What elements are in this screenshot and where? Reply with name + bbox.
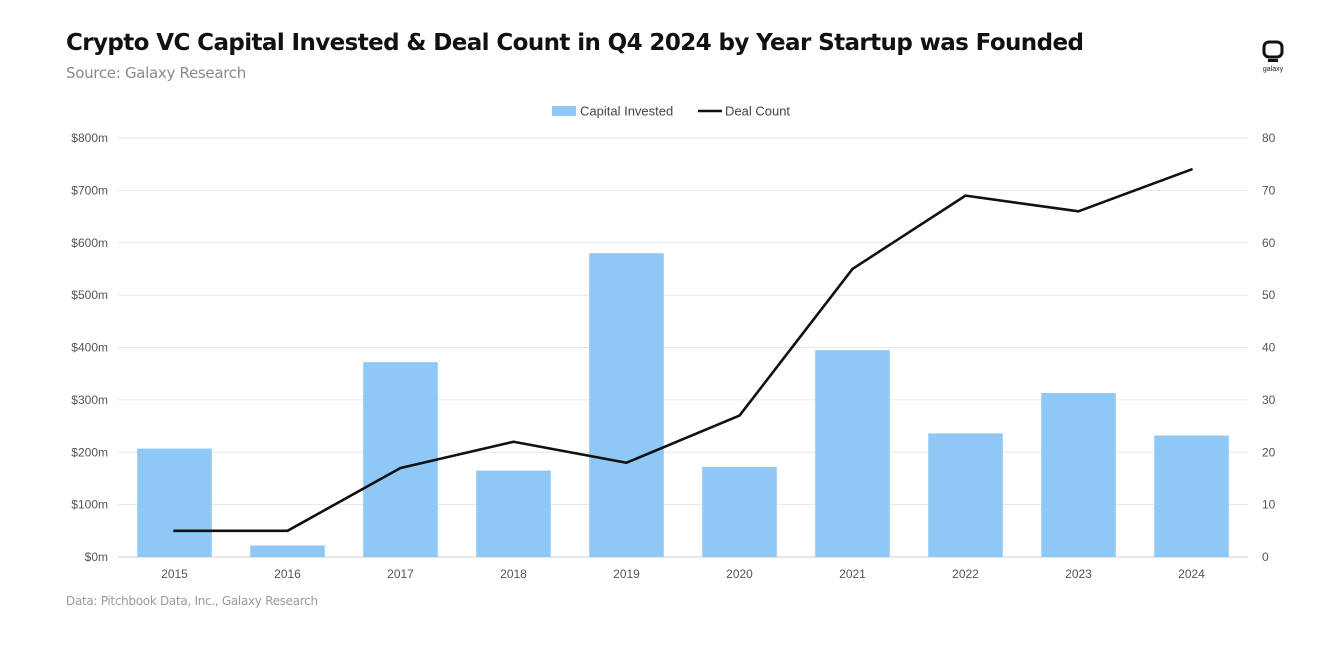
- y-left-tick-label: $600m: [71, 236, 108, 250]
- y-left-tick-label: $700m: [71, 183, 108, 197]
- x-tick-label: 2019: [613, 567, 640, 581]
- x-tick-label: 2022: [952, 567, 979, 581]
- deal-count-point: [964, 194, 967, 197]
- galaxy-logo: galaxy: [1256, 40, 1290, 80]
- deal-count-point: [1190, 168, 1193, 171]
- deal-count-point: [851, 267, 854, 271]
- y-right-tick-label: 30: [1262, 393, 1276, 407]
- y-left-tick-label: $500m: [71, 288, 108, 302]
- deal-count-point: [286, 529, 289, 533]
- bar-capital-invested: [1041, 393, 1116, 557]
- bar-capital-invested: [363, 362, 438, 557]
- y-right-tick-label: 40: [1262, 341, 1276, 355]
- legend-label-deal-count: Deal Count: [725, 104, 790, 119]
- x-tick-label: 2020: [726, 567, 753, 581]
- y-left-tick-label: $100m: [71, 498, 108, 512]
- y-right-tick-label: 10: [1262, 498, 1276, 512]
- bar-capital-invested: [702, 466, 777, 557]
- legend-swatch-capital-invested: [552, 106, 576, 116]
- line-deal-count: [173, 168, 1193, 533]
- y-right-tick-label: 50: [1262, 288, 1276, 302]
- deal-count-point: [173, 529, 176, 533]
- bar-capital-invested: [1154, 435, 1229, 557]
- data-source-note: Data: Pitchbook Data, Inc., Galaxy Resea…: [66, 594, 318, 608]
- y-right-tick-label: 0: [1262, 550, 1269, 564]
- legend-label-capital-invested: Capital Invested: [580, 104, 673, 119]
- chart-subtitle: Source: Galaxy Research: [66, 64, 246, 82]
- x-tick-label: 2016: [274, 567, 301, 581]
- x-tick-label: 2018: [500, 567, 527, 581]
- bar-capital-invested: [250, 545, 325, 557]
- y-left-tick-label: $300m: [71, 393, 108, 407]
- y-right-tick-label: 70: [1262, 183, 1276, 197]
- bar-capital-invested: [476, 470, 551, 557]
- x-tick-label: 2021: [839, 567, 866, 581]
- x-tick-label: 2023: [1065, 567, 1092, 581]
- y-right-tick-label: 80: [1262, 131, 1276, 145]
- bar-capital-invested: [928, 433, 1003, 557]
- galaxy-logo-text: galaxy: [1262, 66, 1284, 73]
- y-right-tick-label: 20: [1262, 445, 1276, 459]
- x-tick-label: 2017: [387, 567, 414, 581]
- x-tick-label: 2015: [161, 567, 188, 581]
- y-right-tick-label: 60: [1262, 236, 1276, 250]
- deal-count-point: [512, 440, 515, 443]
- x-tick-label: 2024: [1178, 567, 1205, 581]
- deal-count-point: [399, 466, 402, 470]
- chart-title: Crypto VC Capital Invested & Deal Count …: [66, 30, 1084, 56]
- y-left-tick-label: $400m: [71, 341, 108, 355]
- galaxy-logo-icon: [1262, 40, 1284, 62]
- y-left-tick-label: $800m: [71, 131, 108, 145]
- y-left-tick-label: $0m: [85, 550, 108, 564]
- bar-capital-invested: [589, 253, 664, 557]
- deal-count-point: [625, 461, 628, 464]
- y-left-tick-label: $200m: [71, 445, 108, 459]
- deal-count-point: [1077, 210, 1080, 213]
- bar-capital-invested: [815, 350, 890, 557]
- deal-count-point: [738, 414, 741, 417]
- bar-capital-invested: [137, 448, 212, 557]
